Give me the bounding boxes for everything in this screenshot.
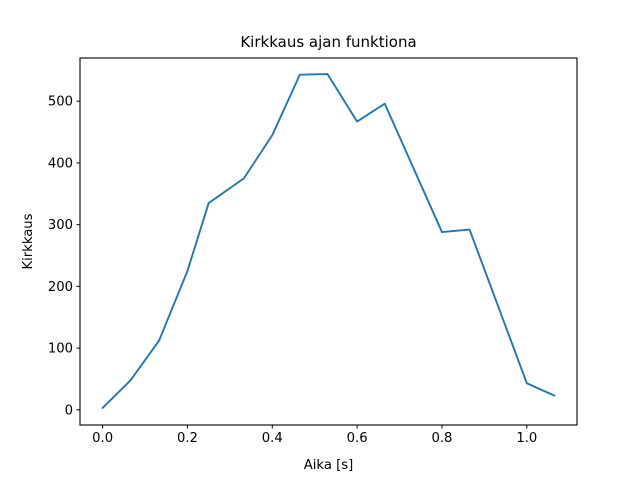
x-tick-label: 0.8: [431, 431, 452, 446]
chart-title: Kirkkaus ajan funktiona: [240, 33, 416, 51]
x-axis-label: Aika [s]: [304, 458, 354, 473]
x-tick-label: 0.4: [262, 431, 283, 446]
x-tick-label: 1.0: [516, 431, 537, 446]
y-tick-label: 300: [48, 218, 73, 233]
x-tick-label: 0.6: [347, 431, 368, 446]
y-tick-label: 400: [48, 156, 73, 171]
y-tick-label: 500: [48, 95, 73, 110]
y-tick-label: 0: [65, 403, 73, 418]
y-axis-label: Kirkkaus: [21, 213, 36, 269]
plot-area-background: [80, 58, 577, 425]
y-tick-label: 200: [48, 280, 73, 295]
axes-spines: [79, 57, 578, 426]
y-axis-ticks: 0 100 200 300 400 500: [48, 95, 80, 418]
x-axis-ticks: 0.0 0.2 0.4 0.6 0.8 1.0: [92, 425, 537, 446]
y-tick-label: 100: [48, 342, 73, 357]
x-tick-label: 0.2: [177, 431, 198, 446]
data-series-line: [101, 73, 556, 409]
x-tick-label: 0.0: [92, 431, 113, 446]
